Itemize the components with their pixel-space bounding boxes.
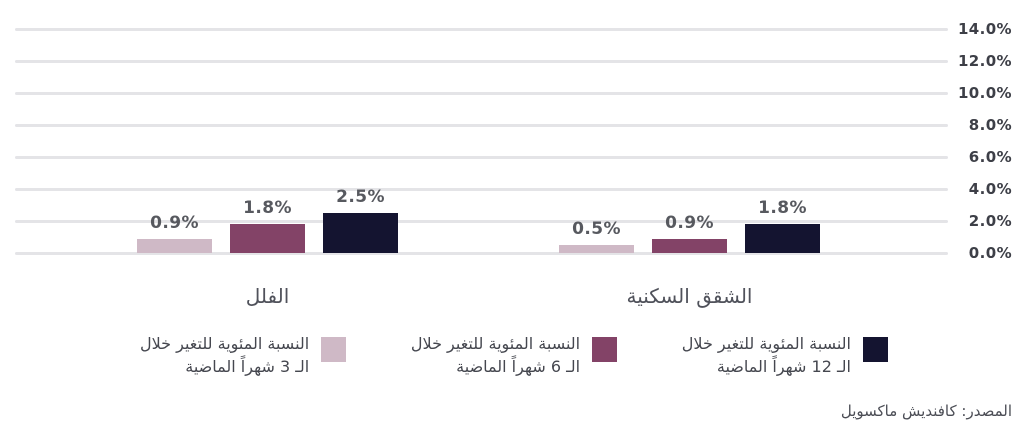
bar — [745, 224, 820, 253]
gridline — [15, 124, 948, 127]
bar — [652, 239, 727, 253]
legend-swatch — [592, 337, 618, 362]
bar-value-label: 1.8% — [243, 198, 292, 218]
bar — [137, 239, 212, 253]
legend-label: النسبة المئوية للتغير خلال الـ 12 شهراً ا… — [681, 334, 851, 376]
y-tick-label: 8.0% — [968, 116, 1012, 134]
legend-item: النسبة المئوية للتغير خلال الـ 6 شهراً ال… — [410, 332, 618, 378]
legend-label: النسبة المئوية للتغير خلال الـ 6 شهراً ال… — [410, 334, 581, 376]
bar-value-label: 0.9% — [665, 213, 714, 233]
y-tick-label: 12.0% — [957, 52, 1012, 70]
gridline — [15, 156, 948, 159]
bar — [559, 245, 634, 253]
y-tick-label: 0.0% — [968, 244, 1012, 262]
legend-label: النسبة المئوية للتغير خلال الـ 3 شهراً ال… — [140, 334, 310, 376]
gridline — [15, 92, 948, 95]
bar-value-label: 2.5% — [336, 187, 385, 207]
y-tick-label: 4.0% — [968, 180, 1012, 198]
legend-item: النسبة المئوية للتغير خلال الـ 3 شهراً ال… — [140, 332, 347, 378]
bar — [323, 213, 398, 253]
y-tick-label: 2.0% — [968, 212, 1012, 230]
gridline — [15, 28, 948, 31]
gridline — [15, 220, 948, 223]
y-tick-label: 10.0% — [957, 84, 1012, 102]
gridline — [15, 252, 948, 255]
bar-value-label: 0.5% — [572, 219, 621, 239]
category-label: الشقق السكنية — [626, 284, 753, 308]
bar-value-label: 1.8% — [758, 198, 807, 218]
y-tick-label: 6.0% — [968, 148, 1012, 166]
legend-item: النسبة المئوية للتغير خلال الـ 12 شهراً ا… — [682, 332, 888, 378]
y-tick-label: 14.0% — [957, 20, 1012, 38]
bar — [230, 224, 305, 253]
source-label: المصدر: كافنديش ماكسويل — [840, 402, 1012, 420]
legend: النسبة المئوية للتغير خلال الـ 12 شهراً ا… — [140, 332, 888, 378]
legend-swatch — [321, 337, 347, 362]
legend-swatch — [863, 337, 888, 362]
category-label: الفلل — [245, 284, 290, 308]
gridline — [15, 188, 948, 191]
bar-value-label: 0.9% — [150, 213, 199, 233]
gridline — [15, 60, 948, 63]
